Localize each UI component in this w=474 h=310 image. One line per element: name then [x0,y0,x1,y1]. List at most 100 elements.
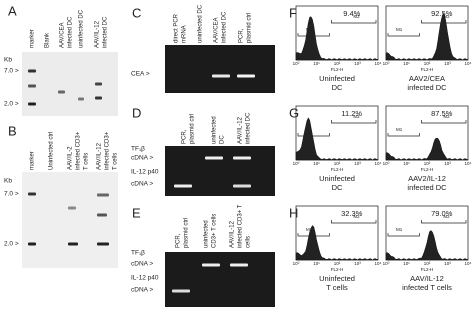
gate-label: M2 [443,214,450,219]
gel-band [237,74,255,78]
x-tick-label: 10¹ [403,261,410,266]
x-tick-label: 10² [334,261,341,266]
caption: infected T cells [402,283,452,292]
gate-label: M1 [396,227,403,232]
lane-label: CD3+ T cells [212,214,218,248]
gate-m1 [297,33,330,37]
x-tick-label: 10⁴ [375,261,382,266]
axis-label: FL2-H [331,167,344,172]
caption: infected DC [407,183,447,192]
gel-band [233,156,251,160]
gate-m2 [421,120,467,124]
x-tick-label: 10⁰ [383,161,390,166]
x-tick-label: 10⁴ [375,161,382,166]
x-tick-label: 10⁰ [293,161,300,166]
gel-band [28,69,36,73]
lane-label: PCR, [176,233,182,248]
lane-label: DC [220,135,226,144]
gel-band [28,192,36,196]
gate-label: M1 [396,27,403,32]
caption: Uninfected [319,274,355,283]
lane-label: Uninfected ctrl [49,132,55,170]
lane-label: infected CD3+ [105,131,111,170]
x-tick-label: 10⁰ [383,261,390,266]
x-tick-label: 10¹ [403,61,410,66]
caption: AAV2/CEA [409,74,445,83]
percent: 11.2% [341,109,362,118]
x-tick-label: 10³ [444,161,451,166]
lane-label: plasmid ctrl [190,114,196,144]
lane-label: PCR, [182,129,188,144]
row-label: 2.0 > [4,241,19,248]
caption: DC [332,83,343,92]
x-tick-label: 10⁴ [375,61,382,66]
row-label: TF₁β [131,146,145,153]
lane-label: AAV/IL-12 [230,220,236,248]
row-label: cDNA > [131,287,153,294]
lane-label: infected DC [68,16,74,48]
x-tick-label: 10² [424,261,431,266]
axis-label: FL2-H [331,267,344,272]
gel-image [165,146,275,196]
row-label: Kb [4,178,12,185]
x-tick-label: 10⁴ [465,61,472,66]
caption: DC [332,183,343,192]
x-tick-label: 10¹ [403,161,410,166]
lane-label: infected DC [103,16,109,48]
gel-band [68,242,78,246]
lane-label: Blank [45,32,51,48]
lane-label: AAV/CEA [214,17,220,43]
caption: AAV/IL-12 [410,274,444,283]
percent: 87.5% [431,109,453,118]
histogram-curve [295,16,379,61]
lane-label: direct PCR [174,13,180,43]
gate-label: M2 [353,214,360,219]
caption: AAV2/IL-12 [408,174,446,183]
lane-label: AAV/IL-2 [68,146,74,170]
x-tick-label: 10³ [354,161,361,166]
x-tick-label: 10⁴ [465,161,472,166]
row-label: 2.0 > [4,101,19,108]
caption: Uninfected [319,174,355,183]
gel-band [233,184,251,188]
gel-image [22,52,118,116]
gel-band [95,82,102,86]
x-tick-label: 10³ [354,61,361,66]
histogram-curve [385,137,469,161]
panel-label: B [8,123,17,138]
axis-label: FL2-H [421,267,434,272]
gate-label: M2 [353,114,360,119]
gel-band [28,242,36,246]
lane-label: uninfected DC [79,9,85,48]
gate-m2 [421,20,467,24]
x-tick-label: 10² [334,161,341,166]
lane-label: uninfected [204,220,210,248]
panel-label: C [132,5,141,20]
gate-m1 [387,33,420,37]
row-label: TF₁β [131,250,145,257]
gate-m1 [387,233,420,237]
gate-label: M2 [443,114,450,119]
x-tick-label: 10³ [444,61,451,66]
x-tick-label: 10¹ [313,161,320,166]
panel-label: E [132,205,141,220]
x-tick-label: 10² [424,161,431,166]
lane-label: T cells [113,153,119,170]
gel-band [205,156,223,160]
gel-band [174,184,192,188]
gate-label: M1 [306,127,313,132]
gate-label: M2 [443,14,450,19]
lane-label: infected CD3+ [76,131,82,170]
x-tick-label: 10⁰ [383,61,390,66]
percent: 32.3% [341,209,363,218]
gate-m1 [297,233,330,237]
panel-label: H [289,205,298,220]
histogram-frame [385,105,469,161]
gel-band [97,242,109,246]
x-tick-label: 10⁰ [293,261,300,266]
row-label: cDNA > [131,155,153,162]
gate-m2 [331,120,377,124]
lane-label: infected DC [222,11,228,43]
